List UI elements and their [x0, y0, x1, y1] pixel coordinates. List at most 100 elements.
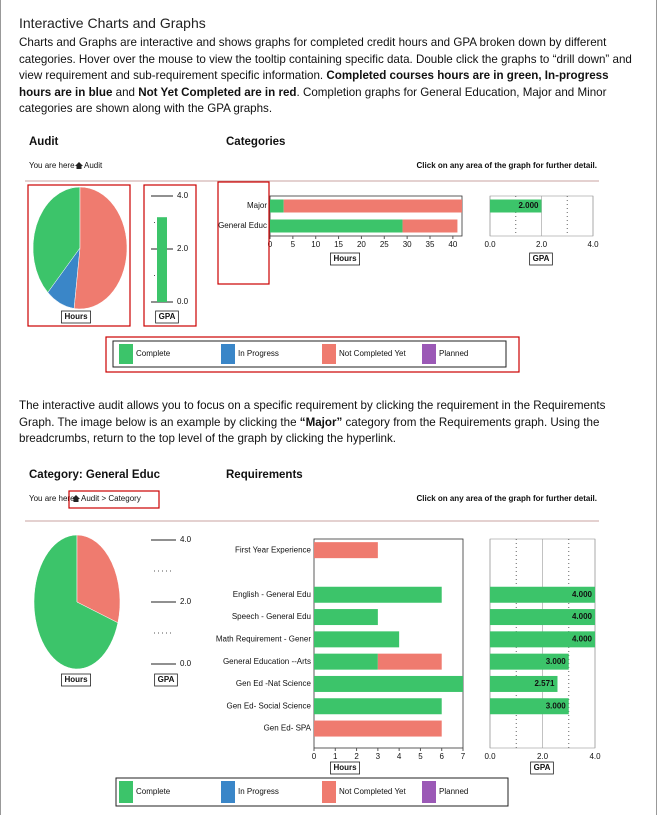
pie-slice[interactable] — [73, 186, 128, 310]
legend-box — [115, 777, 509, 807]
tick-label: 40 — [448, 240, 457, 249]
tick-label: 2.0 — [180, 597, 192, 606]
legend-label[interactable]: Complete — [136, 787, 171, 796]
breadcrumb-label: You are here — [29, 161, 75, 170]
category-label[interactable]: General Education --Arts — [223, 657, 311, 666]
legend-label[interactable]: Complete — [136, 349, 171, 358]
pie-slice[interactable] — [33, 534, 119, 670]
axis-label: Hours — [64, 312, 88, 321]
tick-label: 2.0 — [536, 240, 548, 249]
axis-label-box — [155, 310, 179, 324]
gpa-bar[interactable] — [490, 698, 569, 715]
paragraph: The interactive audit allows you to focu… — [19, 398, 634, 448]
axis-label-box — [61, 673, 91, 687]
tick-label: 4.0 — [180, 535, 192, 544]
category-label[interactable]: Gen Ed -Nat Science — [236, 679, 312, 688]
legend-label[interactable]: Planned — [439, 787, 468, 796]
text-run: category from the Requirements graph. Us… — [19, 415, 600, 446]
highlight-box — [217, 181, 270, 285]
value-label: 2.000 — [518, 201, 539, 210]
tick-label: 0 — [312, 752, 317, 761]
axis-label-box — [154, 673, 178, 687]
legend-swatch[interactable] — [221, 344, 235, 364]
legend-label[interactable]: Not Completed Yet — [339, 787, 406, 796]
breadcrumb-link[interactable]: Audit > Category — [81, 494, 141, 503]
tick-label: 4 — [397, 752, 402, 761]
category-label[interactable]: Gen Ed- SPA — [264, 724, 312, 733]
axis-label: GPA — [158, 675, 175, 684]
tick-label: 4.0 — [177, 191, 189, 200]
value-label: 3.000 — [546, 657, 567, 666]
category-label[interactable]: General Educ — [218, 221, 267, 230]
bar-segment[interactable] — [270, 219, 403, 233]
breadcrumb-link[interactable]: Audit — [84, 161, 103, 170]
category-label[interactable]: Gen Ed- Social Science — [227, 701, 312, 710]
legend-swatch[interactable] — [119, 781, 133, 803]
plot-frame — [269, 195, 463, 237]
legend-swatch[interactable] — [322, 344, 336, 364]
highlight-box — [27, 184, 131, 327]
highlight-box — [105, 336, 520, 373]
legend-swatch[interactable] — [422, 344, 436, 364]
gpa-bar[interactable] — [490, 199, 542, 213]
tick-label: 1 — [333, 752, 338, 761]
panel-title: Category: General Educ — [29, 469, 161, 481]
gpa-bar[interactable] — [157, 217, 167, 302]
gpa-bar[interactable] — [490, 631, 595, 648]
legend-swatch[interactable] — [221, 781, 235, 803]
category-label[interactable]: Speech - General Edu — [232, 612, 311, 621]
legend-swatch[interactable] — [422, 781, 436, 803]
legend-label[interactable]: In Progress — [238, 787, 279, 796]
value-label: 2.571 — [534, 679, 555, 688]
home-icon — [75, 162, 83, 169]
tick-label: 30 — [403, 240, 412, 249]
tick-label: 15 — [334, 240, 343, 249]
axis-label-box — [61, 310, 91, 324]
panel-title: Audit — [29, 136, 59, 148]
pie-slice[interactable] — [32, 186, 81, 293]
bar-segment[interactable] — [314, 631, 400, 648]
intro-paragraph: Charts and Graphs are interactive and sh… — [19, 35, 634, 118]
text-run: . Completion graphs for General Educatio… — [19, 85, 607, 116]
tick-label: 2.0 — [177, 244, 189, 253]
tick-label: 2 — [354, 752, 359, 761]
gpa-bar[interactable] — [490, 609, 595, 626]
bar-segment[interactable] — [314, 675, 463, 692]
category-label[interactable]: English - General Edu — [233, 590, 311, 599]
axis-label: Hours — [333, 763, 357, 772]
pie-slice[interactable] — [76, 534, 121, 624]
bar-segment[interactable] — [314, 720, 442, 737]
tick-label: 35 — [426, 240, 435, 249]
tick-label: 20 — [357, 240, 366, 249]
legend-swatch[interactable] — [322, 781, 336, 803]
category-label[interactable]: Major — [247, 201, 267, 210]
gpa-bar[interactable] — [490, 675, 558, 692]
legend-label[interactable]: Planned — [439, 349, 468, 358]
bar-segment[interactable] — [377, 653, 442, 670]
bar-segment[interactable] — [314, 586, 442, 603]
axis-label: GPA — [159, 312, 176, 321]
gpa-bar[interactable] — [490, 586, 595, 603]
bar-segment[interactable] — [314, 609, 378, 626]
legend-label[interactable]: In Progress — [238, 349, 279, 358]
highlight-box — [143, 184, 197, 327]
legend-label[interactable]: Not Completed Yet — [339, 349, 406, 358]
category-label[interactable]: First Year Experience — [235, 545, 312, 554]
text-run: “Major” — [299, 415, 343, 429]
legend-swatch[interactable] — [119, 344, 133, 364]
bar-segment[interactable] — [314, 698, 442, 715]
bar-segment[interactable] — [314, 542, 378, 559]
tick-label: 10 — [311, 240, 320, 249]
bar-segment[interactable] — [270, 199, 284, 213]
bar-segment[interactable] — [402, 219, 458, 233]
tick-label: 0.0 — [177, 297, 189, 306]
page-title: Interactive Charts and Graphs — [19, 15, 206, 31]
bar-segment[interactable] — [314, 653, 378, 670]
tick-label: 0.0 — [484, 752, 496, 761]
gpa-bar[interactable] — [490, 653, 569, 670]
category-label[interactable]: Math Requirement - Gener — [216, 634, 311, 643]
text-run: and — [112, 85, 139, 99]
tick-label: 6 — [439, 752, 444, 761]
bar-segment[interactable] — [283, 199, 462, 213]
tick-label: 4.0 — [589, 752, 601, 761]
